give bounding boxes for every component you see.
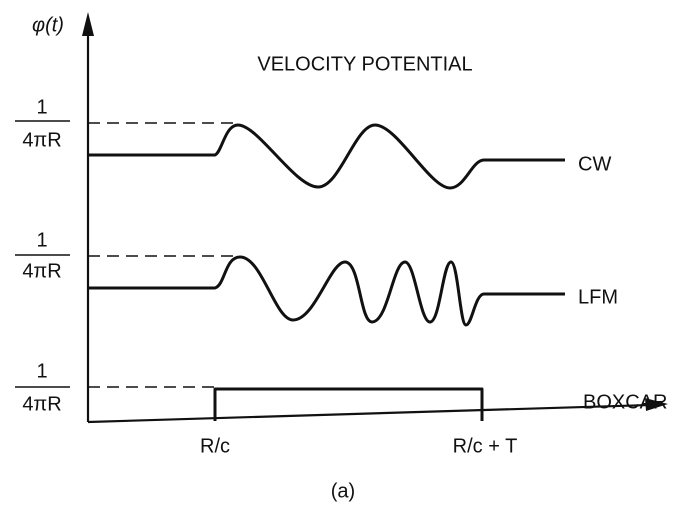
axis-label: φ(t)	[32, 14, 64, 36]
curve-label: LFM	[578, 286, 618, 308]
time-mark: R/c	[200, 435, 230, 457]
x-axis	[87, 403, 651, 424]
time-mark: R/c + T	[453, 435, 518, 457]
denominator: 4πR	[22, 129, 61, 151]
lfm-waveform	[88, 255, 565, 327]
numerator: 1	[36, 96, 47, 118]
numerator: 1	[36, 360, 47, 382]
denominator: 4πR	[22, 393, 61, 415]
title: VELOCITY POTENTIAL	[257, 53, 472, 75]
boxcar-waveform	[213, 387, 484, 421]
numerator: 1	[36, 229, 47, 251]
curve-label: BOXCAR	[583, 391, 667, 413]
y-axis-arrow	[82, 12, 94, 36]
denominator: 4πR	[22, 260, 61, 282]
x-axis-arrow	[645, 398, 668, 411]
caption: (a)	[331, 480, 355, 502]
cw-waveform	[88, 123, 565, 190]
curve-label: CW	[578, 153, 611, 175]
